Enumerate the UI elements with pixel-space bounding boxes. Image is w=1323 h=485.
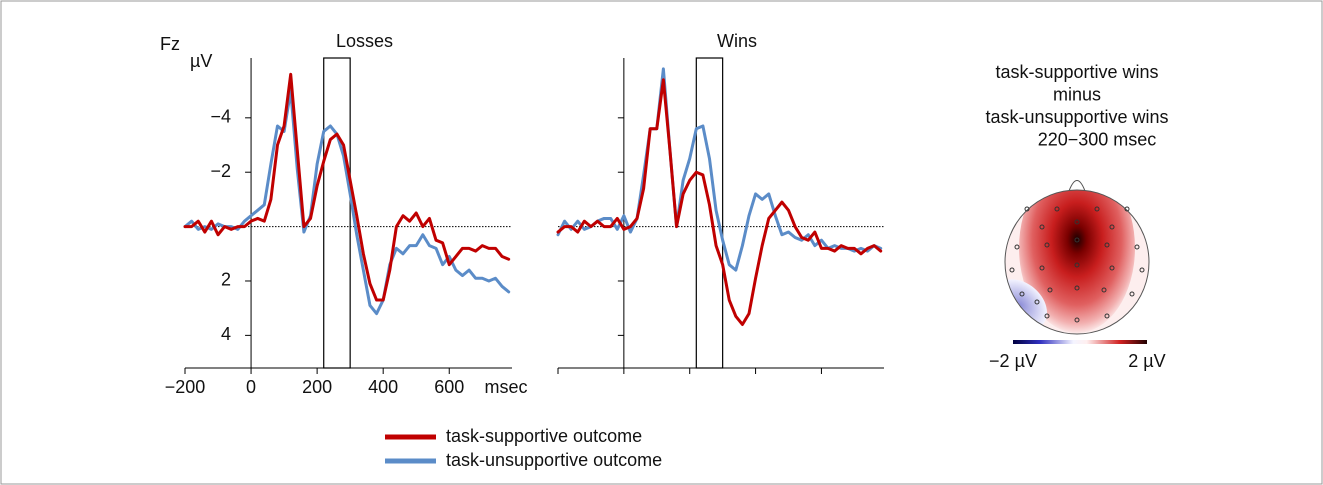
electrode	[1074, 285, 1080, 291]
analysis-window	[695, 57, 724, 369]
erp-line	[183, 89, 511, 316]
electrode	[1094, 206, 1100, 212]
electrode	[1074, 317, 1080, 323]
analysis-window	[323, 57, 351, 369]
x-axis-label: msec	[484, 377, 527, 397]
topomap-title: minus	[1053, 84, 1101, 104]
colorbar-label: −2 µV	[989, 351, 1037, 371]
electrode	[1014, 244, 1020, 250]
erp-line	[556, 78, 883, 326]
y-tick-label: 2	[221, 270, 231, 290]
legend-label: task-supportive outcome	[446, 426, 642, 446]
head-outline	[1004, 189, 1150, 335]
electrode	[1139, 267, 1145, 273]
electrode	[1104, 313, 1110, 319]
y-tick-label: 4	[221, 324, 231, 344]
electrode	[1101, 287, 1107, 293]
electrode	[1054, 206, 1060, 212]
electrode	[1034, 299, 1040, 305]
electrode	[1129, 291, 1135, 297]
electrode	[1044, 313, 1050, 319]
electrode	[1019, 291, 1025, 297]
topomap-title: task-supportive wins	[995, 62, 1158, 82]
topomap-title: 220−300 msec	[1038, 129, 1157, 149]
y-axis-label: µV	[190, 51, 212, 71]
topomap-title: task-unsupportive wins	[985, 107, 1168, 127]
legend-label: task-unsupportive outcome	[446, 450, 662, 470]
electrode	[1124, 206, 1130, 212]
electrode	[1109, 265, 1115, 271]
x-tick-label: 400	[368, 377, 398, 397]
electrode	[1044, 242, 1050, 248]
electrode	[1074, 219, 1080, 225]
panel-title: Wins	[717, 31, 757, 51]
electrode	[1104, 242, 1110, 248]
erp-line	[556, 67, 883, 272]
electrode	[1024, 206, 1030, 212]
electrode	[1039, 265, 1045, 271]
electrode	[1134, 244, 1140, 250]
electrode	[1074, 237, 1080, 243]
electrode	[1047, 287, 1053, 293]
x-tick-label: −200	[165, 377, 206, 397]
nose	[1068, 180, 1086, 192]
colorbar	[1013, 340, 1147, 344]
electrode	[1039, 224, 1045, 230]
x-tick-label: 0	[246, 377, 256, 397]
panel-title: Losses	[336, 31, 393, 51]
channel-label: Fz	[160, 34, 180, 54]
electrode	[1009, 267, 1015, 273]
x-tick-label: 600	[434, 377, 464, 397]
erp-line	[183, 72, 511, 302]
x-tick-label: 200	[302, 377, 332, 397]
colorbar-label: 2 µV	[1128, 351, 1165, 371]
y-tick-label: −2	[211, 161, 232, 181]
y-tick-label: −4	[211, 107, 232, 127]
electrode	[1109, 224, 1115, 230]
electrode	[1074, 262, 1080, 268]
